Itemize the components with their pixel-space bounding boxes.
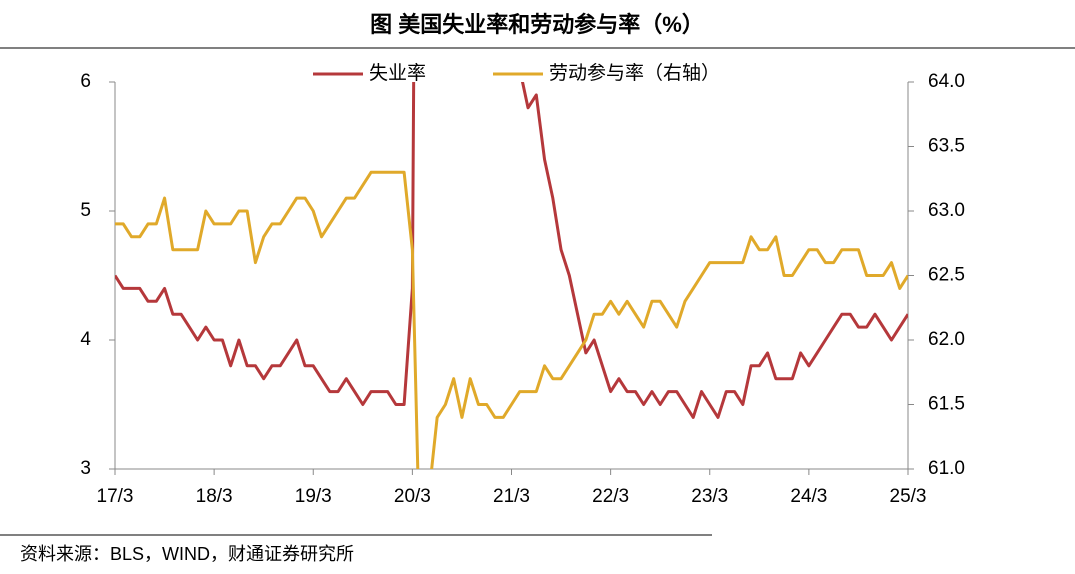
y2-tick-label: 62.5	[928, 265, 965, 286]
y2-tick-label: 63.5	[928, 136, 965, 157]
series-line	[115, 82, 908, 419]
x-tick-label: 20/3	[394, 486, 431, 507]
x-tick-label: 21/3	[493, 486, 530, 507]
legend-label: 劳动参与率（右轴）	[549, 62, 720, 84]
series-line	[115, 170, 908, 469]
y-tick-label: 6	[80, 71, 91, 92]
y2-tick-label: 64.0	[928, 71, 965, 92]
x-tick-label: 23/3	[691, 486, 728, 507]
x-tick-label: 22/3	[592, 486, 629, 507]
y2-tick-label: 61.5	[928, 394, 965, 415]
chart-title: 图 美国失业率和劳动参与率（%）	[370, 12, 704, 37]
y-tick-label: 4	[80, 329, 91, 350]
x-tick-label: 19/3	[295, 486, 332, 507]
x-tick-label: 25/3	[890, 486, 927, 507]
y-tick-label: 5	[80, 200, 91, 221]
y2-tick-label: 63.0	[928, 200, 965, 221]
y-tick-label: 3	[80, 458, 91, 479]
x-tick-label: 18/3	[196, 486, 233, 507]
source: 资料来源：BLS，WIND，财通证券研究所	[20, 544, 354, 564]
legend-label: 失业率	[369, 62, 426, 84]
x-tick-label: 17/3	[97, 486, 134, 507]
y2-tick-label: 62.0	[928, 329, 965, 350]
x-tick-label: 24/3	[790, 486, 827, 507]
y2-tick-label: 61.0	[928, 458, 965, 479]
